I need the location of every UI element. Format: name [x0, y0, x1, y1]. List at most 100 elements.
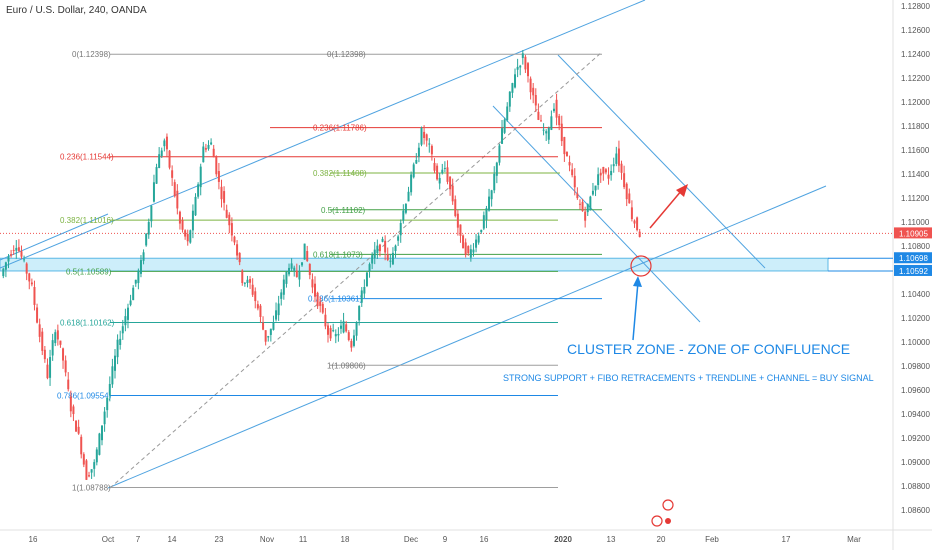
candle-body	[454, 199, 457, 216]
candle-body	[529, 78, 532, 93]
candle-body	[80, 436, 83, 455]
fib-label: 1(1.09806)	[327, 361, 366, 370]
candle-body	[389, 260, 392, 262]
candle-body	[576, 193, 579, 199]
candle-body	[95, 449, 98, 463]
candle-body	[565, 152, 568, 157]
y-tick-label: 1.09200	[901, 434, 930, 443]
candle-body	[285, 271, 288, 284]
candle-body	[501, 128, 504, 144]
candle-body	[511, 83, 514, 93]
candle-body	[220, 186, 223, 200]
candle-body	[365, 272, 368, 287]
candle-body	[607, 174, 610, 179]
candle-body	[480, 229, 483, 233]
trendline-left	[0, 213, 109, 261]
candle-body	[436, 165, 439, 180]
candle-body	[249, 279, 252, 283]
candle-body	[446, 167, 449, 182]
price-tag-label: 1.10592	[899, 267, 928, 276]
candle-body	[119, 338, 122, 345]
fib-label: 0.618(1.1073)	[313, 250, 363, 259]
candle-body	[537, 111, 540, 120]
candle-body	[41, 331, 44, 351]
candle-body	[72, 406, 75, 415]
y-tick-label: 1.12000	[901, 98, 930, 107]
price-tag-box	[894, 227, 932, 239]
candle-body	[376, 245, 379, 253]
candle-body	[488, 196, 491, 211]
candle-body	[88, 475, 91, 477]
candle-body	[560, 123, 563, 142]
candle-body	[506, 106, 509, 121]
candle-body	[98, 433, 101, 455]
candle-body	[191, 210, 194, 231]
candle-body	[275, 310, 278, 320]
candle-body	[552, 108, 555, 112]
candle-body	[217, 171, 220, 182]
candle-body	[334, 334, 337, 337]
cluster-zone-annotation: CLUSTER ZONE - ZONE OF CONFLUENCE	[567, 341, 850, 357]
candle-body	[467, 246, 470, 254]
candle-body	[267, 336, 270, 338]
candle-body	[451, 185, 454, 202]
candle-body	[571, 169, 574, 176]
candle-body	[212, 148, 215, 158]
candle-body	[238, 252, 241, 263]
candle-body	[469, 249, 472, 258]
y-tick-label: 1.12400	[901, 50, 930, 59]
candle-body	[176, 190, 179, 209]
fib-label: 0.5(1.10589)	[66, 267, 112, 276]
candle-body	[360, 290, 363, 303]
x-tick-label: 20	[657, 535, 666, 544]
candle-body	[85, 460, 88, 480]
candle-body	[254, 291, 257, 302]
candle-body	[578, 203, 581, 205]
candle-body	[295, 270, 298, 277]
candle-body	[178, 211, 181, 224]
candle-body	[228, 214, 231, 226]
candle-body	[256, 304, 259, 309]
candle-body	[521, 53, 524, 59]
candle-body	[10, 254, 13, 256]
candle-body	[358, 305, 361, 321]
candle-body	[610, 170, 613, 176]
tool-icon[interactable]	[662, 499, 674, 511]
fib-label: 0.786(1.10361)	[308, 295, 363, 304]
fib-label: 0.382(1.11408)	[313, 169, 367, 178]
candle-body	[186, 234, 189, 242]
candle-body	[368, 264, 371, 272]
candle-body	[352, 335, 355, 346]
candle-body	[532, 87, 535, 96]
candle-body	[303, 243, 306, 260]
candle-body	[493, 173, 496, 191]
x-tick-label: 11	[299, 535, 308, 544]
candle-body	[67, 379, 70, 390]
candle-body	[332, 330, 335, 332]
candle-body	[412, 164, 415, 178]
blue-arrow-shaft	[632, 281, 639, 341]
x-tick-label: 7	[136, 535, 141, 544]
price-tag-box	[894, 252, 932, 264]
candle-body	[59, 340, 62, 345]
candle-body	[558, 116, 561, 126]
candle-body	[132, 287, 135, 301]
candle-body	[124, 316, 127, 326]
candle-body	[604, 169, 607, 173]
candle-body	[121, 326, 124, 334]
candle-body	[28, 273, 31, 282]
y-tick-label: 1.09400	[901, 410, 930, 419]
candle-body	[75, 420, 78, 432]
candle-body	[508, 91, 511, 107]
price-tag-box	[894, 264, 932, 276]
candle-body	[599, 172, 602, 176]
candle-body	[373, 249, 376, 259]
candle-body	[563, 137, 566, 155]
tool-icon[interactable]	[651, 515, 663, 527]
x-tick-label: Feb	[705, 535, 719, 544]
candle-body	[394, 245, 397, 251]
candle-body	[111, 366, 114, 385]
candle-body	[158, 154, 161, 168]
candle-body	[106, 397, 109, 411]
x-tick-label: 16	[29, 535, 38, 544]
